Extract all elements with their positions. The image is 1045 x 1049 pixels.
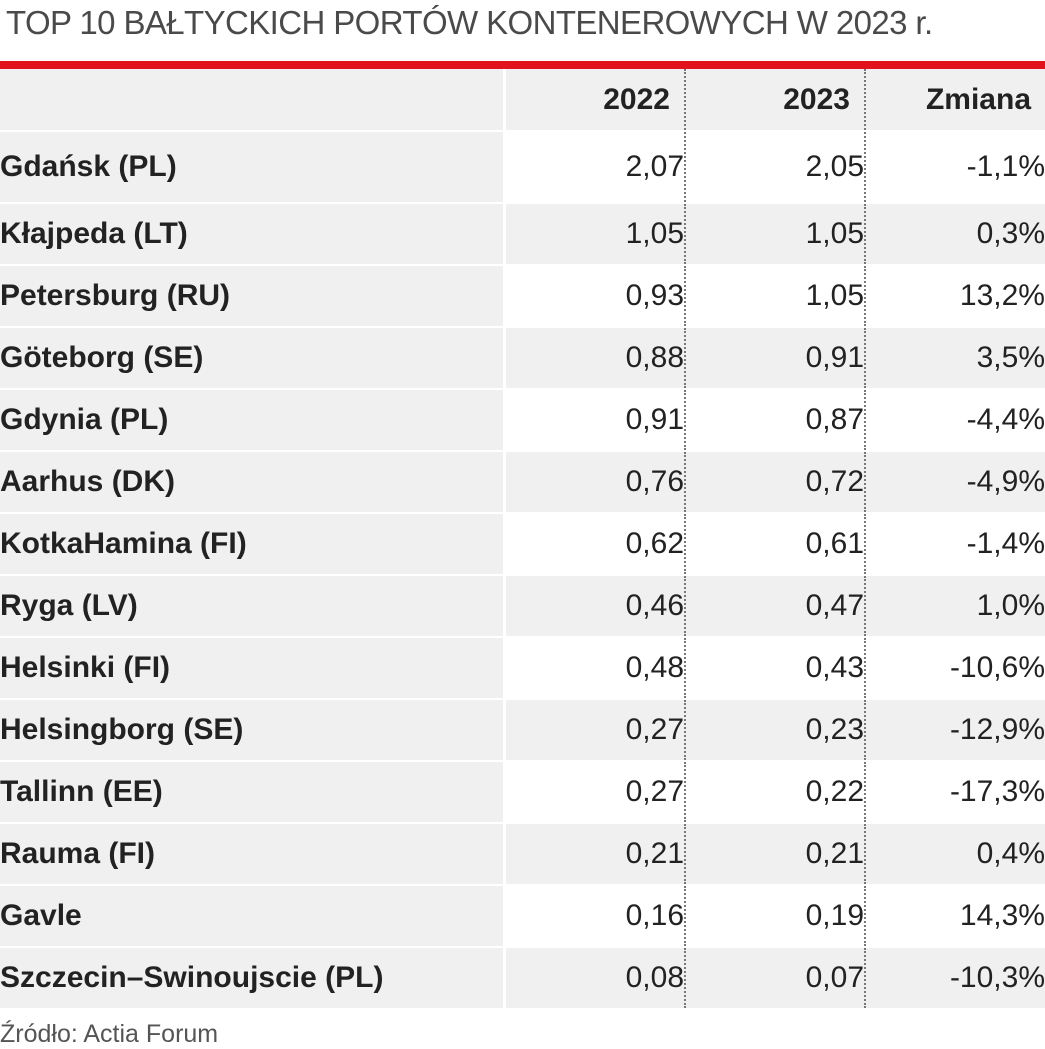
- table-row: Aarhus (DK) 0,76 0,72 -4,9%: [0, 451, 1045, 514]
- port-name-cell: Gavle: [0, 885, 506, 948]
- port-name-cell: Tallinn (EE): [0, 761, 506, 824]
- title-accent-bar: [0, 61, 1045, 69]
- change-cell: -4,4%: [865, 389, 1045, 452]
- header-port: [0, 69, 506, 132]
- value-2023-cell: 2,05: [685, 131, 866, 204]
- table-row: Helsingborg (SE) 0,27 0,23 -12,9%: [0, 699, 1045, 762]
- table-row: Kłajpeda (LT) 1,05 1,05 0,3%: [0, 203, 1045, 266]
- port-name-cell: KotkaHamina (FI): [0, 513, 506, 576]
- value-2023-cell: 1,05: [685, 203, 866, 266]
- value-2022-cell: 0,21: [504, 823, 686, 886]
- port-name-cell: Kłajpeda (LT): [0, 203, 506, 266]
- table-row: Tallinn (EE) 0,27 0,22 -17,3%: [0, 761, 1045, 824]
- value-2022-cell: 0,88: [504, 327, 686, 390]
- table-header-row: 2022 2023 Zmiana: [0, 69, 1045, 132]
- value-2023-cell: 1,05: [685, 265, 866, 328]
- change-cell: 3,5%: [865, 327, 1045, 390]
- header-2022: 2022: [504, 69, 686, 132]
- value-2023-cell: 0,91: [685, 327, 866, 390]
- port-name-cell: Rauma (FI): [0, 823, 506, 886]
- value-2023-cell: 0,19: [685, 885, 866, 948]
- change-cell: -10,6%: [865, 637, 1045, 700]
- value-2022-cell: 0,93: [504, 265, 686, 328]
- port-name-cell: Gdańsk (PL): [0, 131, 506, 204]
- table-row: Rauma (FI) 0,21 0,21 0,4%: [0, 823, 1045, 886]
- value-2022-cell: 1,05: [504, 203, 686, 266]
- value-2023-cell: 0,43: [685, 637, 866, 700]
- change-cell: -1,4%: [865, 513, 1045, 576]
- value-2022-cell: 0,27: [504, 761, 686, 824]
- value-2023-cell: 0,07: [685, 947, 866, 1010]
- table-row: KotkaHamina (FI) 0,62 0,61 -1,4%: [0, 513, 1045, 576]
- table-row: Helsinki (FI) 0,48 0,43 -10,6%: [0, 637, 1045, 700]
- value-2022-cell: 0,62: [504, 513, 686, 576]
- port-name-cell: Aarhus (DK): [0, 451, 506, 514]
- value-2022-cell: 0,91: [504, 389, 686, 452]
- header-2023: 2023: [685, 69, 866, 132]
- value-2023-cell: 0,61: [685, 513, 866, 576]
- chart-title: TOP 10 BAŁTYCKICH PORTÓW KONTENEROWYCH W…: [6, 4, 933, 41]
- change-cell: 0,3%: [865, 203, 1045, 266]
- port-name-cell: Szczecin–Swinoujscie (PL): [0, 947, 506, 1010]
- value-2022-cell: 0,46: [504, 575, 686, 638]
- value-2022-cell: 0,76: [504, 451, 686, 514]
- value-2023-cell: 0,87: [685, 389, 866, 452]
- table-row: Gavle 0,16 0,19 14,3%: [0, 885, 1045, 948]
- table-row: Gdynia (PL) 0,91 0,87 -4,4%: [0, 389, 1045, 452]
- port-name-cell: Ryga (LV): [0, 575, 506, 638]
- table-row: Gdańsk (PL) 2,07 2,05 -1,1%: [0, 131, 1045, 204]
- change-cell: -12,9%: [865, 699, 1045, 762]
- source-note: Źródło: Actia Forum: [0, 1020, 219, 1048]
- change-cell: -1,1%: [865, 131, 1045, 204]
- change-cell: 1,0%: [865, 575, 1045, 638]
- table-row: Ryga (LV) 0,46 0,47 1,0%: [0, 575, 1045, 638]
- table-row: Göteborg (SE) 0,88 0,91 3,5%: [0, 327, 1045, 390]
- header-change: Zmiana: [865, 69, 1045, 132]
- ports-table: 2022 2023 Zmiana Gdańsk (PL) 2,07 2,05 -1,1…: [0, 69, 1045, 1010]
- change-cell: 14,3%: [865, 885, 1045, 948]
- value-2023-cell: 0,22: [685, 761, 866, 824]
- change-cell: -4,9%: [865, 451, 1045, 514]
- port-name-cell: Gdynia (PL): [0, 389, 506, 452]
- port-name-cell: Helsingborg (SE): [0, 699, 506, 762]
- change-cell: 0,4%: [865, 823, 1045, 886]
- value-2022-cell: 0,16: [504, 885, 686, 948]
- value-2023-cell: 0,47: [685, 575, 866, 638]
- change-cell: -10,3%: [865, 947, 1045, 1010]
- value-2022-cell: 2,07: [504, 131, 686, 204]
- value-2023-cell: 0,72: [685, 451, 866, 514]
- table-row: Szczecin–Swinoujscie (PL) 0,08 0,07 -10,3%: [0, 947, 1045, 1010]
- table-row: Petersburg (RU) 0,93 1,05 13,2%: [0, 265, 1045, 328]
- change-cell: -17,3%: [865, 761, 1045, 824]
- port-name-cell: Helsinki (FI): [0, 637, 506, 700]
- value-2022-cell: 0,27: [504, 699, 686, 762]
- table-body: Gdańsk (PL) 2,07 2,05 -1,1% Kłajpeda (LT) 1,0…: [0, 131, 1045, 1010]
- port-name-cell: Göteborg (SE): [0, 327, 506, 390]
- value-2023-cell: 0,21: [685, 823, 866, 886]
- value-2022-cell: 0,08: [504, 947, 686, 1010]
- change-cell: 13,2%: [865, 265, 1045, 328]
- port-name-cell: Petersburg (RU): [0, 265, 506, 328]
- value-2023-cell: 0,23: [685, 699, 866, 762]
- value-2022-cell: 0,48: [504, 637, 686, 700]
